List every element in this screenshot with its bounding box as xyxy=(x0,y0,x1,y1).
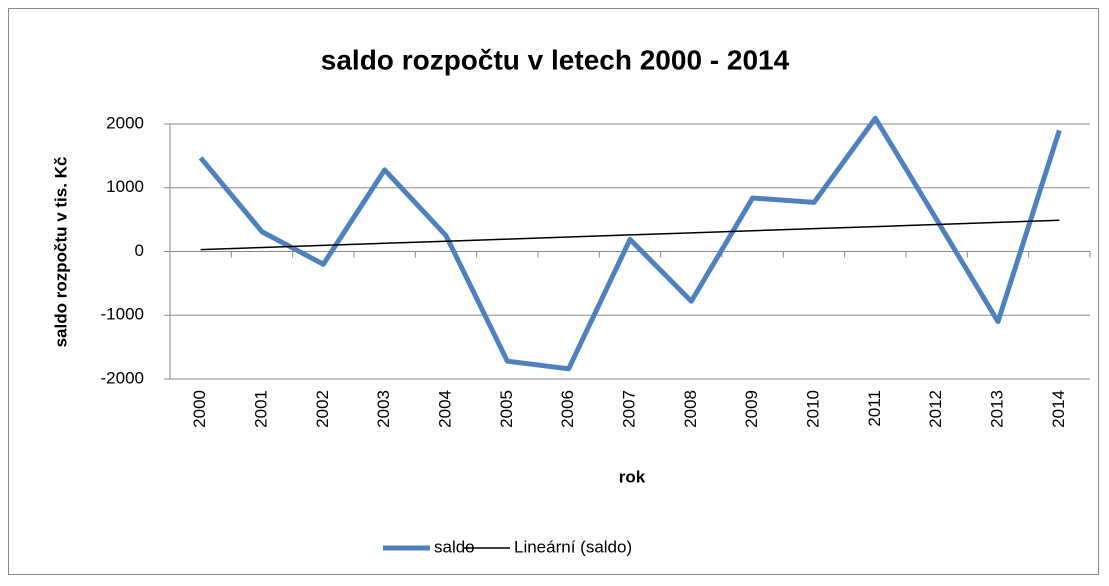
y-tick-label: 2000 xyxy=(106,113,144,132)
trend-line xyxy=(200,219,1060,251)
x-tick-label: 2009 xyxy=(742,390,761,428)
chart-border xyxy=(8,8,1099,575)
y-tick-label: -1000 xyxy=(101,305,144,324)
x-tick-label: 2010 xyxy=(803,390,822,428)
y-tick-label: 0 xyxy=(135,241,144,260)
x-tick-label: 2014 xyxy=(1049,390,1068,428)
y-tick-label: 1000 xyxy=(106,177,144,196)
legend-label: Lineární (saldo) xyxy=(514,537,632,556)
legend-label: saldo xyxy=(434,537,475,556)
x-tick-label: 2005 xyxy=(497,390,516,428)
x-tick-label: 2002 xyxy=(313,390,332,428)
x-tick-label: 2001 xyxy=(251,390,270,428)
chart-title: saldo rozpočtu v letech 2000 - 2014 xyxy=(321,44,790,75)
x-axis-label: rok xyxy=(619,467,646,486)
x-tick-label: 2011 xyxy=(865,390,884,427)
x-tick-label: 2000 xyxy=(190,390,209,428)
y-tick-label: -2000 xyxy=(101,368,144,387)
x-tick-label: 2012 xyxy=(926,390,945,428)
x-tick-label: 2007 xyxy=(619,390,638,428)
y-axis-label: saldo rozpočtu v tis. Kč xyxy=(51,157,70,348)
x-tick-label: 2013 xyxy=(987,390,1006,428)
x-tick-label: 2008 xyxy=(681,390,700,428)
x-tick-label: 2003 xyxy=(374,390,393,428)
x-tick-label: 2006 xyxy=(558,390,577,428)
data-line xyxy=(198,115,1062,372)
x-tick-label: 2004 xyxy=(435,390,454,428)
